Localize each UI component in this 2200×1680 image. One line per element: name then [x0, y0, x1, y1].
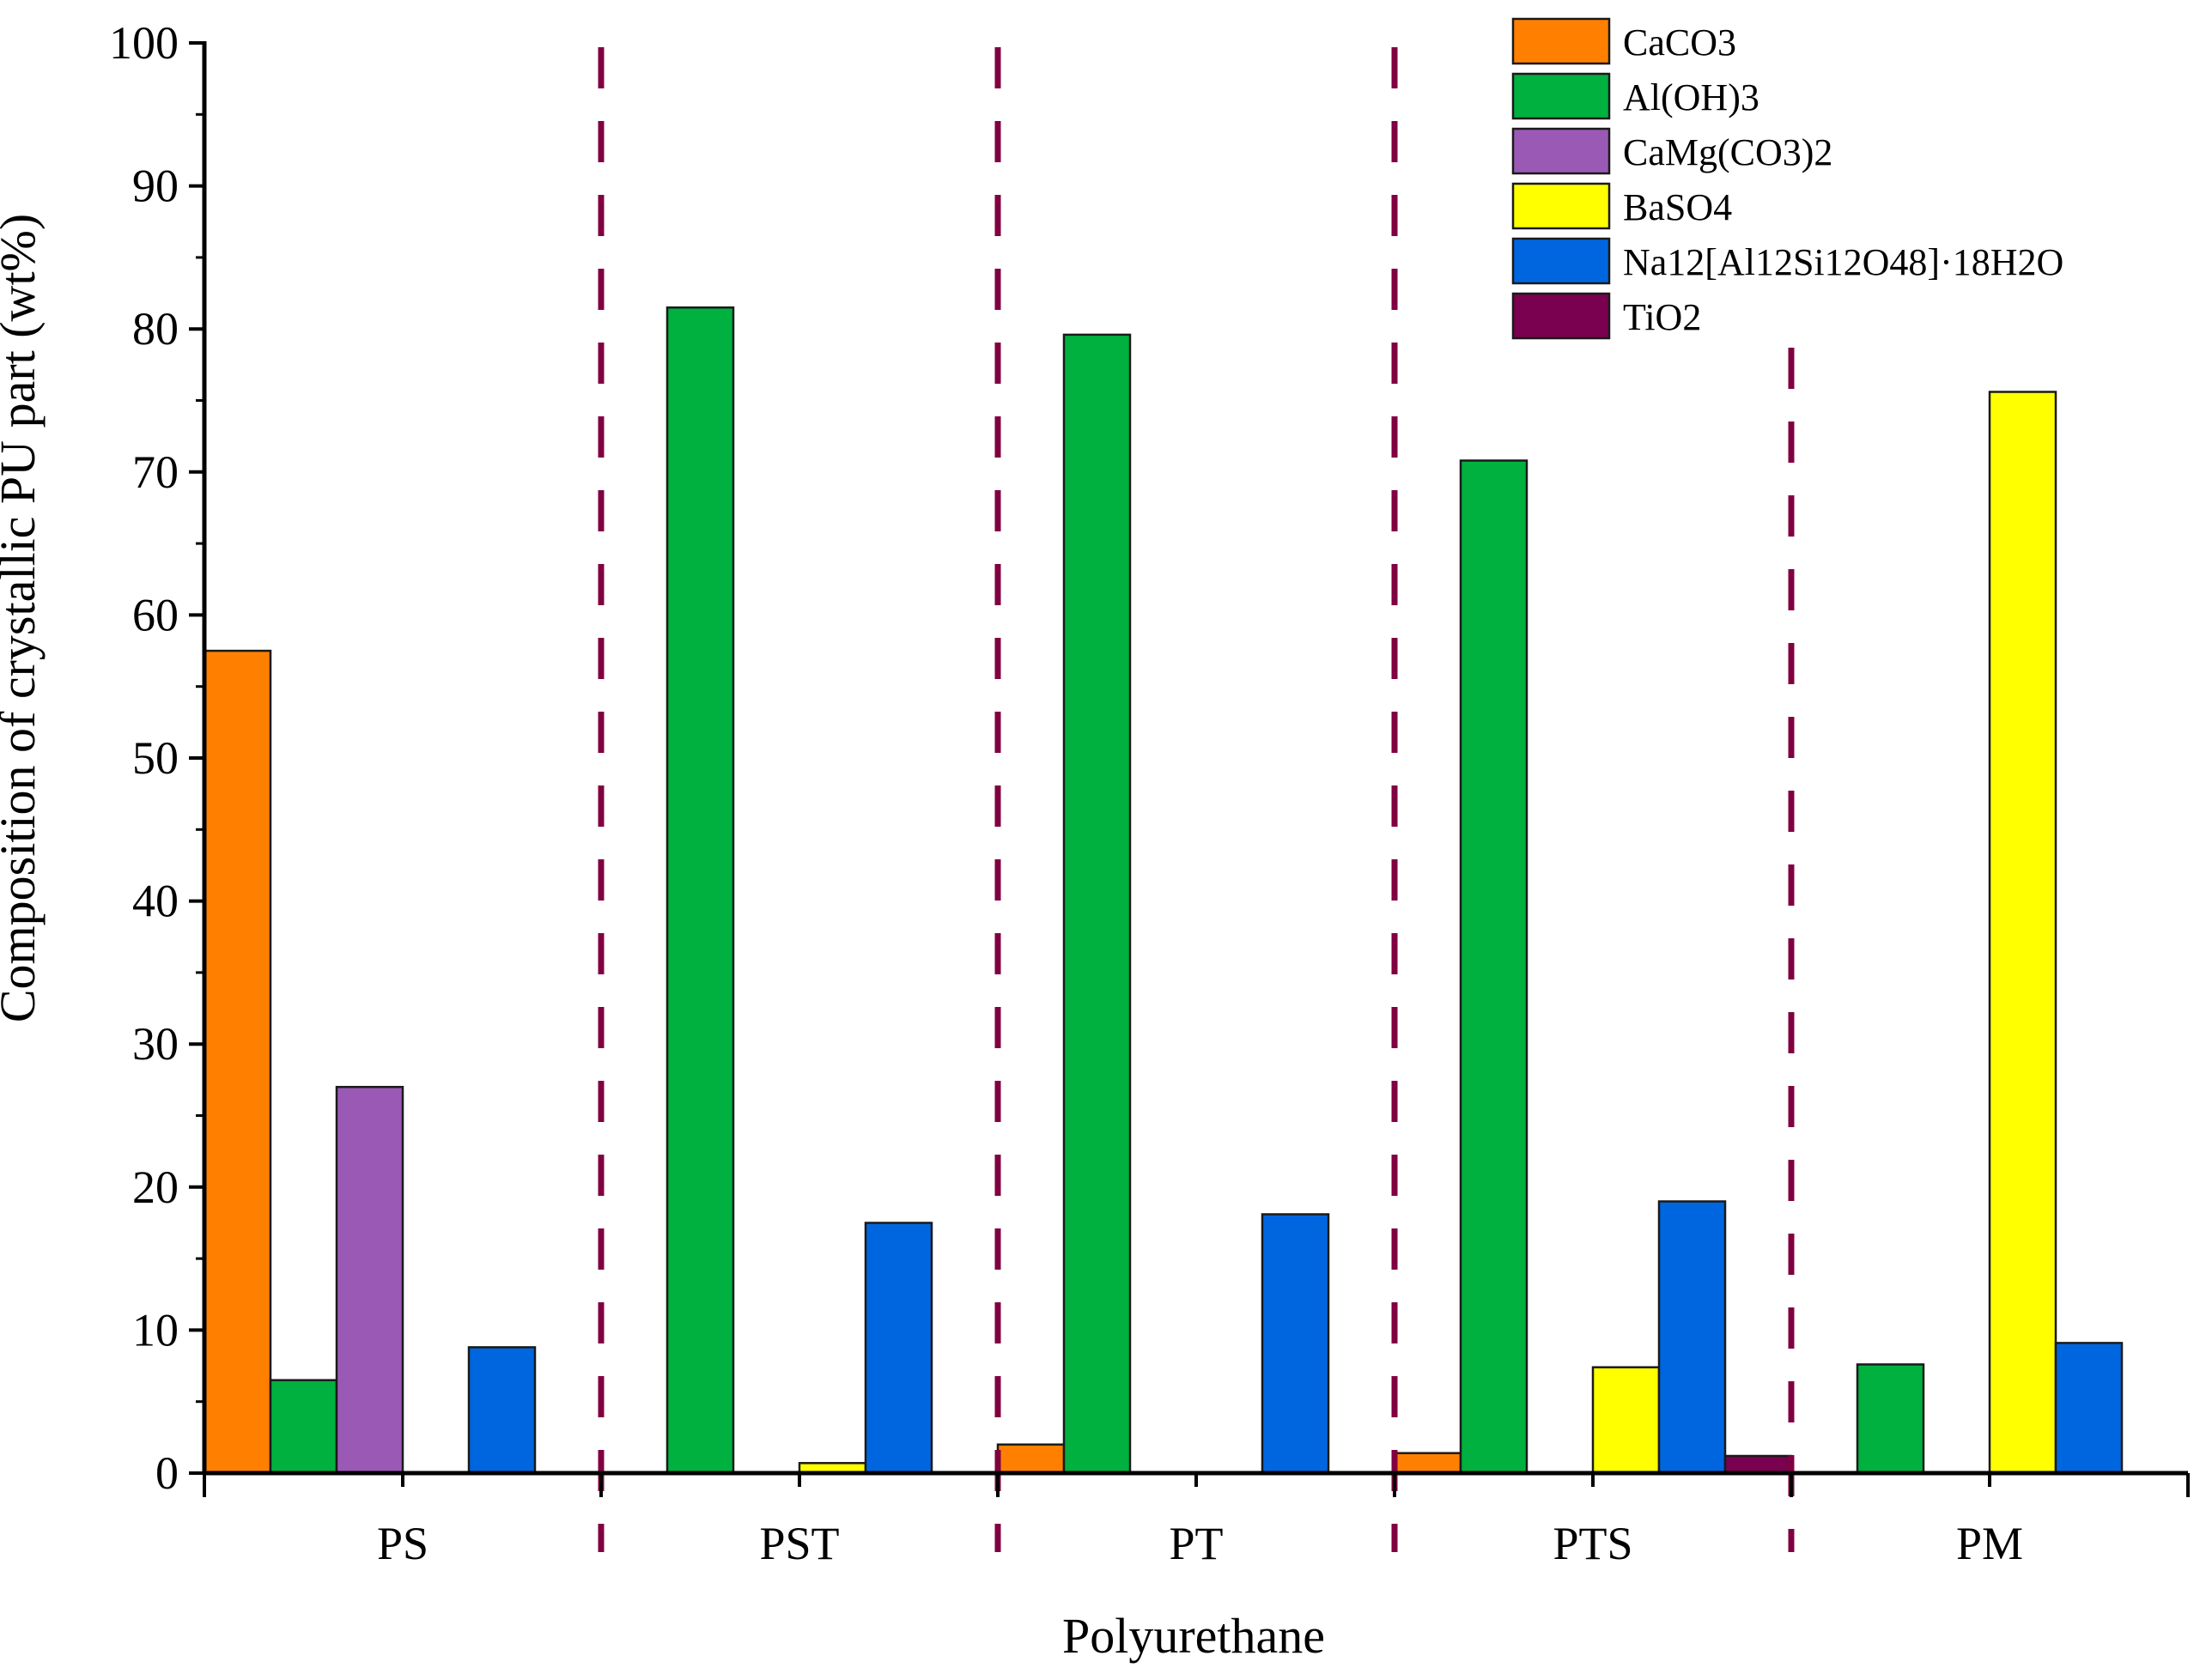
bars-layer — [203, 306, 2124, 1475]
legend-label-1: Al(OH)3 — [1623, 76, 1759, 118]
x-tick-label-pt: PT — [1169, 1518, 1223, 1569]
bar-pt-1 — [1062, 333, 1132, 1475]
legend-label-5: TiO2 — [1623, 296, 1701, 338]
legend-swatch-4 — [1511, 237, 1611, 285]
bar-pts-1 — [1459, 459, 1528, 1475]
bar-ps-1 — [269, 1379, 338, 1475]
x-tick-label-pm: PM — [1956, 1518, 2023, 1569]
legend-label-4: Na12[Al12Si12O48]·18H2O — [1623, 241, 2063, 283]
bar-pm-4 — [2054, 1342, 2124, 1475]
legend-label-0: CaCO3 — [1623, 21, 1736, 64]
separators-layer — [598, 47, 1795, 1552]
bar-ps-2 — [335, 1085, 404, 1475]
y-tick-label-100: 100 — [109, 17, 179, 69]
bar-pt-4 — [1261, 1213, 1330, 1475]
bar-pt-0 — [996, 1443, 1066, 1475]
y-tick-label-40: 40 — [132, 876, 179, 927]
bar-pts-0 — [1393, 1452, 1462, 1475]
bar-pm-3 — [1988, 391, 2057, 1475]
legend-swatch-0 — [1511, 17, 1611, 65]
legend-label-2: CaMg(CO3)2 — [1623, 131, 1832, 173]
bar-pst-4 — [864, 1222, 933, 1475]
bar-pts-5 — [1723, 1454, 1793, 1475]
y-tick-label-80: 80 — [132, 303, 179, 355]
y-tick-label-20: 20 — [132, 1161, 179, 1213]
y-tick-label-10: 10 — [132, 1304, 179, 1356]
x-tick-label-pts: PTS — [1553, 1518, 1632, 1569]
bar-ps-0 — [203, 649, 272, 1475]
bar-pts-3 — [1591, 1366, 1661, 1475]
x-tick-label-pst: PST — [759, 1518, 839, 1569]
legend-swatch-3 — [1511, 182, 1611, 230]
bar-pts-4 — [1657, 1200, 1727, 1475]
y-tick-label-30: 30 — [132, 1018, 179, 1070]
y-tick-label-0: 0 — [155, 1447, 179, 1499]
y-axis-title: Composition of crystallic PU part (wt%) — [0, 214, 46, 1022]
bar-ps-4 — [467, 1346, 537, 1475]
legend-swatch-5 — [1511, 292, 1611, 340]
legend: CaCO3 Al(OH)3 CaMg(CO3)2 BaSO4 Na12[Al12Si12… — [1511, 17, 2063, 340]
y-tick-label-70: 70 — [132, 446, 179, 498]
legend-label-3: BaSO4 — [1623, 186, 1732, 228]
x-tick-label-ps: PS — [377, 1518, 428, 1569]
y-tick-label-90: 90 — [132, 161, 179, 212]
y-tick-label-60: 60 — [132, 589, 179, 640]
y-tick-label-50: 50 — [132, 732, 179, 784]
x-axis-title: Polyurethane — [1062, 1608, 1325, 1664]
axes-layer: 0 10 20 30 40 50 60 70 80 90 100 PS PST PT PTS PM — [109, 17, 2190, 1569]
legend-swatch-1 — [1511, 72, 1611, 120]
bar-pst-1 — [665, 306, 735, 1475]
legend-swatch-2 — [1511, 127, 1611, 175]
bar-pm-1 — [1856, 1363, 1925, 1475]
